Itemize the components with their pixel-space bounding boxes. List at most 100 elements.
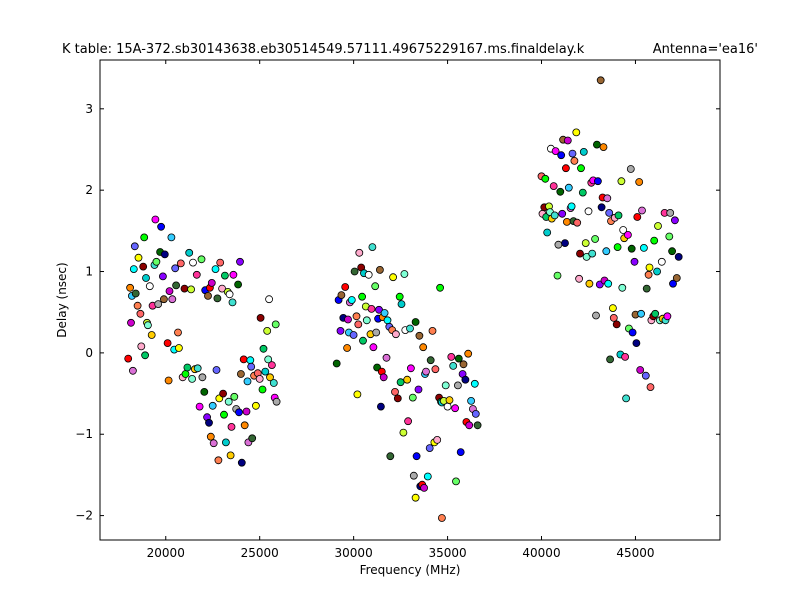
data-point bbox=[228, 298, 237, 307]
data-point bbox=[400, 270, 409, 278]
data-point bbox=[209, 439, 218, 448]
data-point bbox=[159, 295, 168, 304]
data-point bbox=[588, 249, 597, 258]
data-point bbox=[243, 377, 252, 386]
data-point bbox=[412, 452, 421, 461]
data-point bbox=[246, 356, 255, 365]
data-point bbox=[341, 283, 350, 291]
data-point bbox=[391, 330, 400, 339]
data-point bbox=[404, 417, 413, 426]
data-point bbox=[543, 228, 552, 237]
data-point bbox=[248, 434, 257, 443]
data-point bbox=[637, 309, 645, 318]
data-point bbox=[160, 250, 169, 259]
data-point bbox=[666, 208, 675, 217]
data-point bbox=[265, 295, 274, 304]
data-point bbox=[181, 370, 190, 378]
data-point bbox=[570, 156, 579, 165]
data-point bbox=[271, 320, 280, 329]
data-point bbox=[657, 257, 666, 266]
data-point bbox=[130, 242, 139, 251]
data-point bbox=[197, 255, 206, 264]
data-point bbox=[423, 472, 432, 481]
y-axis-label: Delay (nsec) bbox=[55, 262, 69, 337]
data-point bbox=[236, 257, 244, 266]
data-point bbox=[269, 379, 278, 387]
data-point bbox=[157, 222, 166, 231]
data-point bbox=[411, 493, 420, 502]
data-point bbox=[451, 404, 460, 413]
data-point bbox=[550, 211, 559, 220]
data-point bbox=[164, 376, 173, 385]
data-point bbox=[406, 324, 414, 333]
data-point bbox=[605, 208, 614, 217]
data-point bbox=[445, 396, 454, 405]
data-point bbox=[261, 367, 270, 376]
data-point bbox=[604, 279, 613, 288]
data-point bbox=[163, 339, 172, 348]
data-point bbox=[187, 285, 196, 294]
data-point bbox=[347, 296, 356, 304]
data-point bbox=[259, 344, 268, 353]
data-point bbox=[220, 271, 229, 280]
data-point bbox=[185, 248, 194, 257]
data-point bbox=[564, 183, 573, 192]
x-tick-label: 25000 bbox=[241, 546, 279, 560]
data-point bbox=[651, 309, 660, 318]
data-point bbox=[406, 364, 415, 373]
data-point bbox=[224, 397, 233, 406]
data-point bbox=[227, 422, 236, 431]
data-point bbox=[183, 363, 192, 372]
data-point bbox=[204, 291, 212, 300]
data-point bbox=[399, 428, 408, 437]
data-point bbox=[557, 151, 566, 160]
data-point bbox=[551, 147, 560, 156]
data-point bbox=[582, 252, 591, 261]
data-point bbox=[152, 257, 161, 266]
data-point bbox=[459, 360, 468, 369]
data-point bbox=[272, 397, 281, 406]
data-point bbox=[386, 452, 395, 461]
data-point bbox=[205, 418, 213, 427]
data-point bbox=[353, 390, 362, 399]
x-tick-label: 20000 bbox=[147, 546, 185, 560]
data-point bbox=[650, 236, 659, 245]
data-point bbox=[575, 274, 583, 283]
data-point bbox=[449, 361, 458, 370]
data-point bbox=[226, 451, 235, 460]
data-point bbox=[336, 326, 345, 335]
y-tick-label: −1 bbox=[75, 427, 93, 441]
data-point bbox=[136, 309, 145, 318]
data-point bbox=[622, 394, 630, 403]
data-point bbox=[214, 456, 223, 465]
y-tick-label: 0 bbox=[85, 346, 93, 360]
data-point bbox=[220, 410, 228, 419]
data-point bbox=[216, 258, 225, 267]
data-point bbox=[573, 218, 582, 227]
data-point bbox=[641, 371, 650, 380]
data-point bbox=[379, 373, 388, 382]
data-point bbox=[606, 355, 614, 364]
data-point bbox=[665, 232, 674, 241]
data-point bbox=[572, 128, 581, 137]
data-point bbox=[349, 331, 358, 339]
data-point bbox=[556, 187, 565, 196]
data-point bbox=[151, 215, 160, 224]
data-point bbox=[456, 448, 465, 457]
data-point bbox=[591, 235, 599, 243]
data-point bbox=[171, 264, 180, 273]
data-point bbox=[473, 421, 482, 430]
chart-subtitle: Antenna='ea16' bbox=[653, 42, 758, 57]
data-point bbox=[352, 312, 361, 321]
data-point bbox=[436, 283, 445, 292]
data-point bbox=[585, 279, 594, 288]
data-point bbox=[553, 271, 562, 280]
data-point bbox=[612, 320, 621, 329]
data-point bbox=[671, 216, 679, 225]
data-point bbox=[549, 182, 558, 191]
data-point bbox=[229, 270, 238, 279]
data-point bbox=[139, 262, 148, 271]
data-point bbox=[626, 165, 635, 173]
data-point bbox=[668, 247, 676, 256]
